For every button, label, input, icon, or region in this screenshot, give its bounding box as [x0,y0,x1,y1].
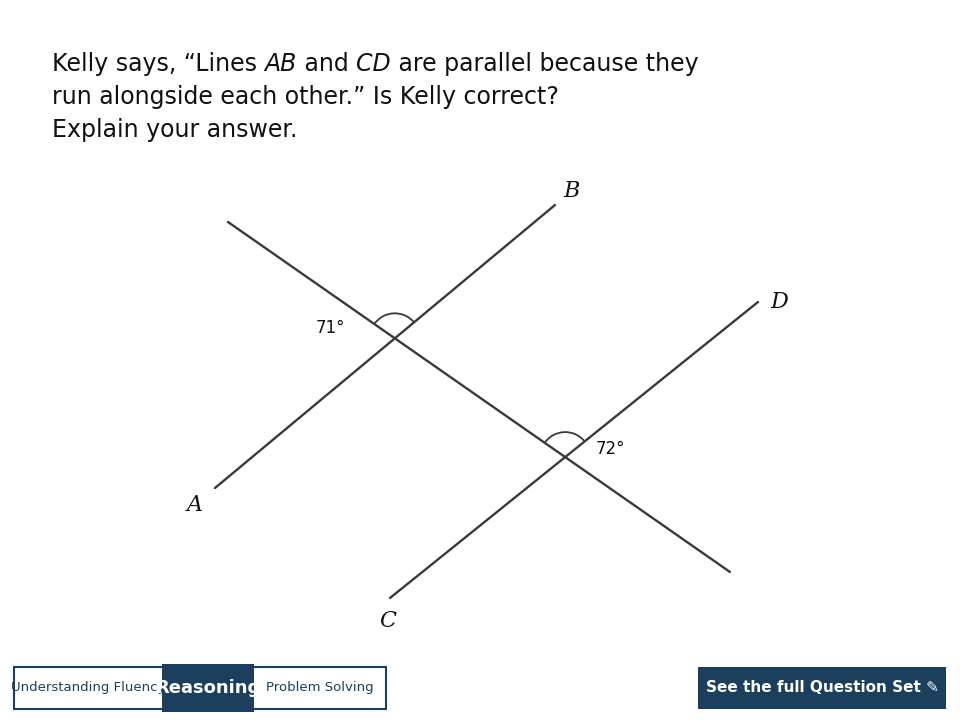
Text: Kelly says, “Lines: Kelly says, “Lines [52,52,265,76]
Text: Reasoning: Reasoning [156,679,260,697]
Text: run alongside each other.” Is Kelly correct?: run alongside each other.” Is Kelly corr… [52,85,559,109]
Text: Understanding Fluency: Understanding Fluency [11,682,165,695]
Bar [698,667,946,709]
Text: are parallel because they: are parallel because they [391,52,699,76]
Text: A: A [187,494,203,516]
Bar [14,667,386,709]
Text: AB: AB [265,52,297,76]
Bar [162,664,254,712]
Text: CD: CD [356,52,391,76]
Text: C: C [379,610,396,632]
Text: 71°: 71° [315,319,345,337]
Text: and: and [297,52,356,76]
Text: See the full Question Set ✎: See the full Question Set ✎ [706,680,939,696]
Text: Explain your answer.: Explain your answer. [52,118,298,142]
Text: 72°: 72° [595,440,625,458]
Text: Problem Solving: Problem Solving [266,682,373,695]
Text: D: D [770,291,788,313]
Text: B: B [563,180,580,202]
